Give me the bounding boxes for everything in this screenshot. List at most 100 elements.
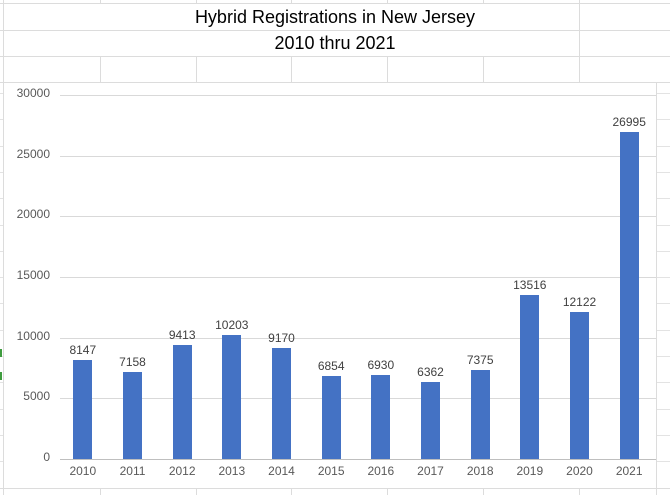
y-axis-tick-label: 5000 [23, 389, 50, 403]
sheet-gridline-row-stub [0, 172, 3, 173]
page-break-dash [0, 349, 2, 357]
bar-value-label: 13516 [513, 278, 547, 292]
y-axis-tick-label: 30000 [16, 86, 50, 100]
sheet-gridline-row-stub [0, 461, 3, 462]
bar-2015[interactable] [321, 375, 341, 459]
page-break-dash [0, 372, 2, 380]
sheet-gridline-row-stub [0, 225, 3, 226]
sheet-gridline-row [0, 30, 670, 31]
sheet-gridline-column-tick [291, 488, 292, 495]
sheet-gridline-row-stub [0, 251, 3, 252]
bar-2014[interactable] [272, 347, 291, 459]
bar-value-label: 6362 [417, 364, 444, 379]
sheet-gridline-row-stub [0, 146, 3, 147]
bar-value-label: 6854 [317, 358, 345, 373]
y-axis-tick-label: 25000 [16, 147, 50, 161]
y-gridline [60, 277, 656, 278]
x-axis-tick-label: 2016 [367, 464, 395, 478]
y-gridline [60, 398, 656, 399]
y-axis-tick-label: 20000 [16, 207, 50, 221]
sheet-gridline-row-stub [0, 277, 3, 278]
bar-2020[interactable] [570, 311, 589, 459]
bar-2019[interactable] [520, 295, 540, 459]
sheet-gridline-column-tick [100, 0, 101, 3]
sheet-gridline-row [0, 82, 670, 83]
bar-value-label: 8147 [69, 343, 97, 358]
x-axis-tick-label: 2018 [466, 464, 494, 478]
sheet-gridline-row-stub [657, 330, 670, 331]
bar-2021[interactable] [619, 131, 639, 459]
sheet-gridline-column-tick [483, 0, 484, 3]
x-axis-tick-label: 2013 [218, 464, 246, 478]
y-axis-tick-label: 0 [43, 450, 50, 464]
sheet-gridline-row-stub [657, 356, 670, 357]
bar-value-label: 7158 [119, 355, 146, 370]
sheet-gridline-column-tick [291, 56, 292, 82]
sheet-gridline-row-stub [657, 119, 670, 120]
x-axis-tick-label: 2014 [268, 464, 295, 478]
x-axis-tick-label: 2015 [317, 464, 345, 478]
x-axis-tick-label: 2019 [516, 464, 544, 478]
sheet-gridline-column-tick [387, 56, 388, 82]
sheet-gridline-row [0, 56, 670, 57]
sheet-gridline-row-stub [0, 303, 3, 304]
bar-value-label: 9413 [168, 327, 196, 342]
y-axis-tick-label: 15000 [16, 268, 50, 282]
chart-title-line1: Hybrid Registrations in New Jersey [194, 7, 476, 27]
bar-2010[interactable] [73, 360, 93, 459]
bar-value-label: 12122 [562, 294, 597, 309]
sheet-gridline-column-tick [656, 488, 657, 495]
sheet-gridline-column-tick [483, 488, 484, 495]
bar-2018[interactable] [470, 369, 490, 459]
sheet-gridline-row-stub [657, 461, 670, 462]
sheet-gridline-column-tick [579, 0, 580, 3]
sheet-gridline-column-tick [291, 0, 292, 3]
sheet-gridline-row-stub [657, 251, 670, 252]
y-axis-tick-label: 10000 [16, 329, 50, 343]
sheet-gridline-column-tick [100, 56, 101, 82]
sheet-gridline-row-stub [657, 409, 670, 410]
x-axis-tick-label: 2021 [615, 464, 643, 478]
sheet-gridline-column [579, 0, 580, 82]
sheet-gridline-row-stub [657, 225, 670, 226]
bar-value-label: 9170 [268, 330, 295, 345]
sheet-gridline-row [0, 3, 670, 4]
bar-2012[interactable] [172, 344, 192, 459]
bar-value-label: 26995 [612, 114, 646, 129]
sheet-gridline-row-stub [0, 330, 3, 331]
sheet-gridline-column-tick [196, 488, 197, 495]
sheet-gridline-column-tick [196, 0, 197, 3]
bar-2017[interactable] [421, 381, 440, 459]
y-gridline [60, 216, 656, 217]
chart-right-border [656, 82, 657, 488]
bar-value-label: 7375 [466, 352, 494, 367]
chart-title[interactable]: Hybrid Registrations in New Jersey 2010 … [10, 5, 660, 56]
sheet-gridline-row-stub [657, 198, 670, 199]
sheet-gridline-column-tick [387, 488, 388, 495]
bar-2016[interactable] [371, 374, 391, 459]
sheet-gridline-column-tick [579, 56, 580, 82]
sheet-gridline-row-stub [657, 172, 670, 173]
sheet-gridline-row-stub [657, 277, 670, 278]
sheet-gridline-row [0, 488, 670, 489]
x-axis-tick-label: 2010 [69, 464, 97, 478]
sheet-gridline-column-tick [100, 488, 101, 495]
chart-title-line2: 2010 thru 2021 [274, 33, 396, 53]
sheet-gridline-row-stub [657, 93, 670, 94]
sheet-gridline-row-stub [0, 435, 3, 436]
y-gridline [60, 156, 656, 157]
sheet-gridline-column-tick [387, 0, 388, 3]
bar-2013[interactable] [222, 335, 242, 459]
sheet-gridline-row-stub [657, 146, 670, 147]
sheet-gridline-column-tick [196, 56, 197, 82]
bar-2011[interactable] [123, 372, 142, 459]
x-axis-tick-label: 2011 [119, 464, 146, 478]
sheet-gridline-row-stub [0, 93, 3, 94]
x-axis-tick-label: 2020 [566, 464, 593, 478]
x-axis-tick-label: 2012 [168, 464, 196, 478]
x-axis-line [60, 459, 656, 460]
